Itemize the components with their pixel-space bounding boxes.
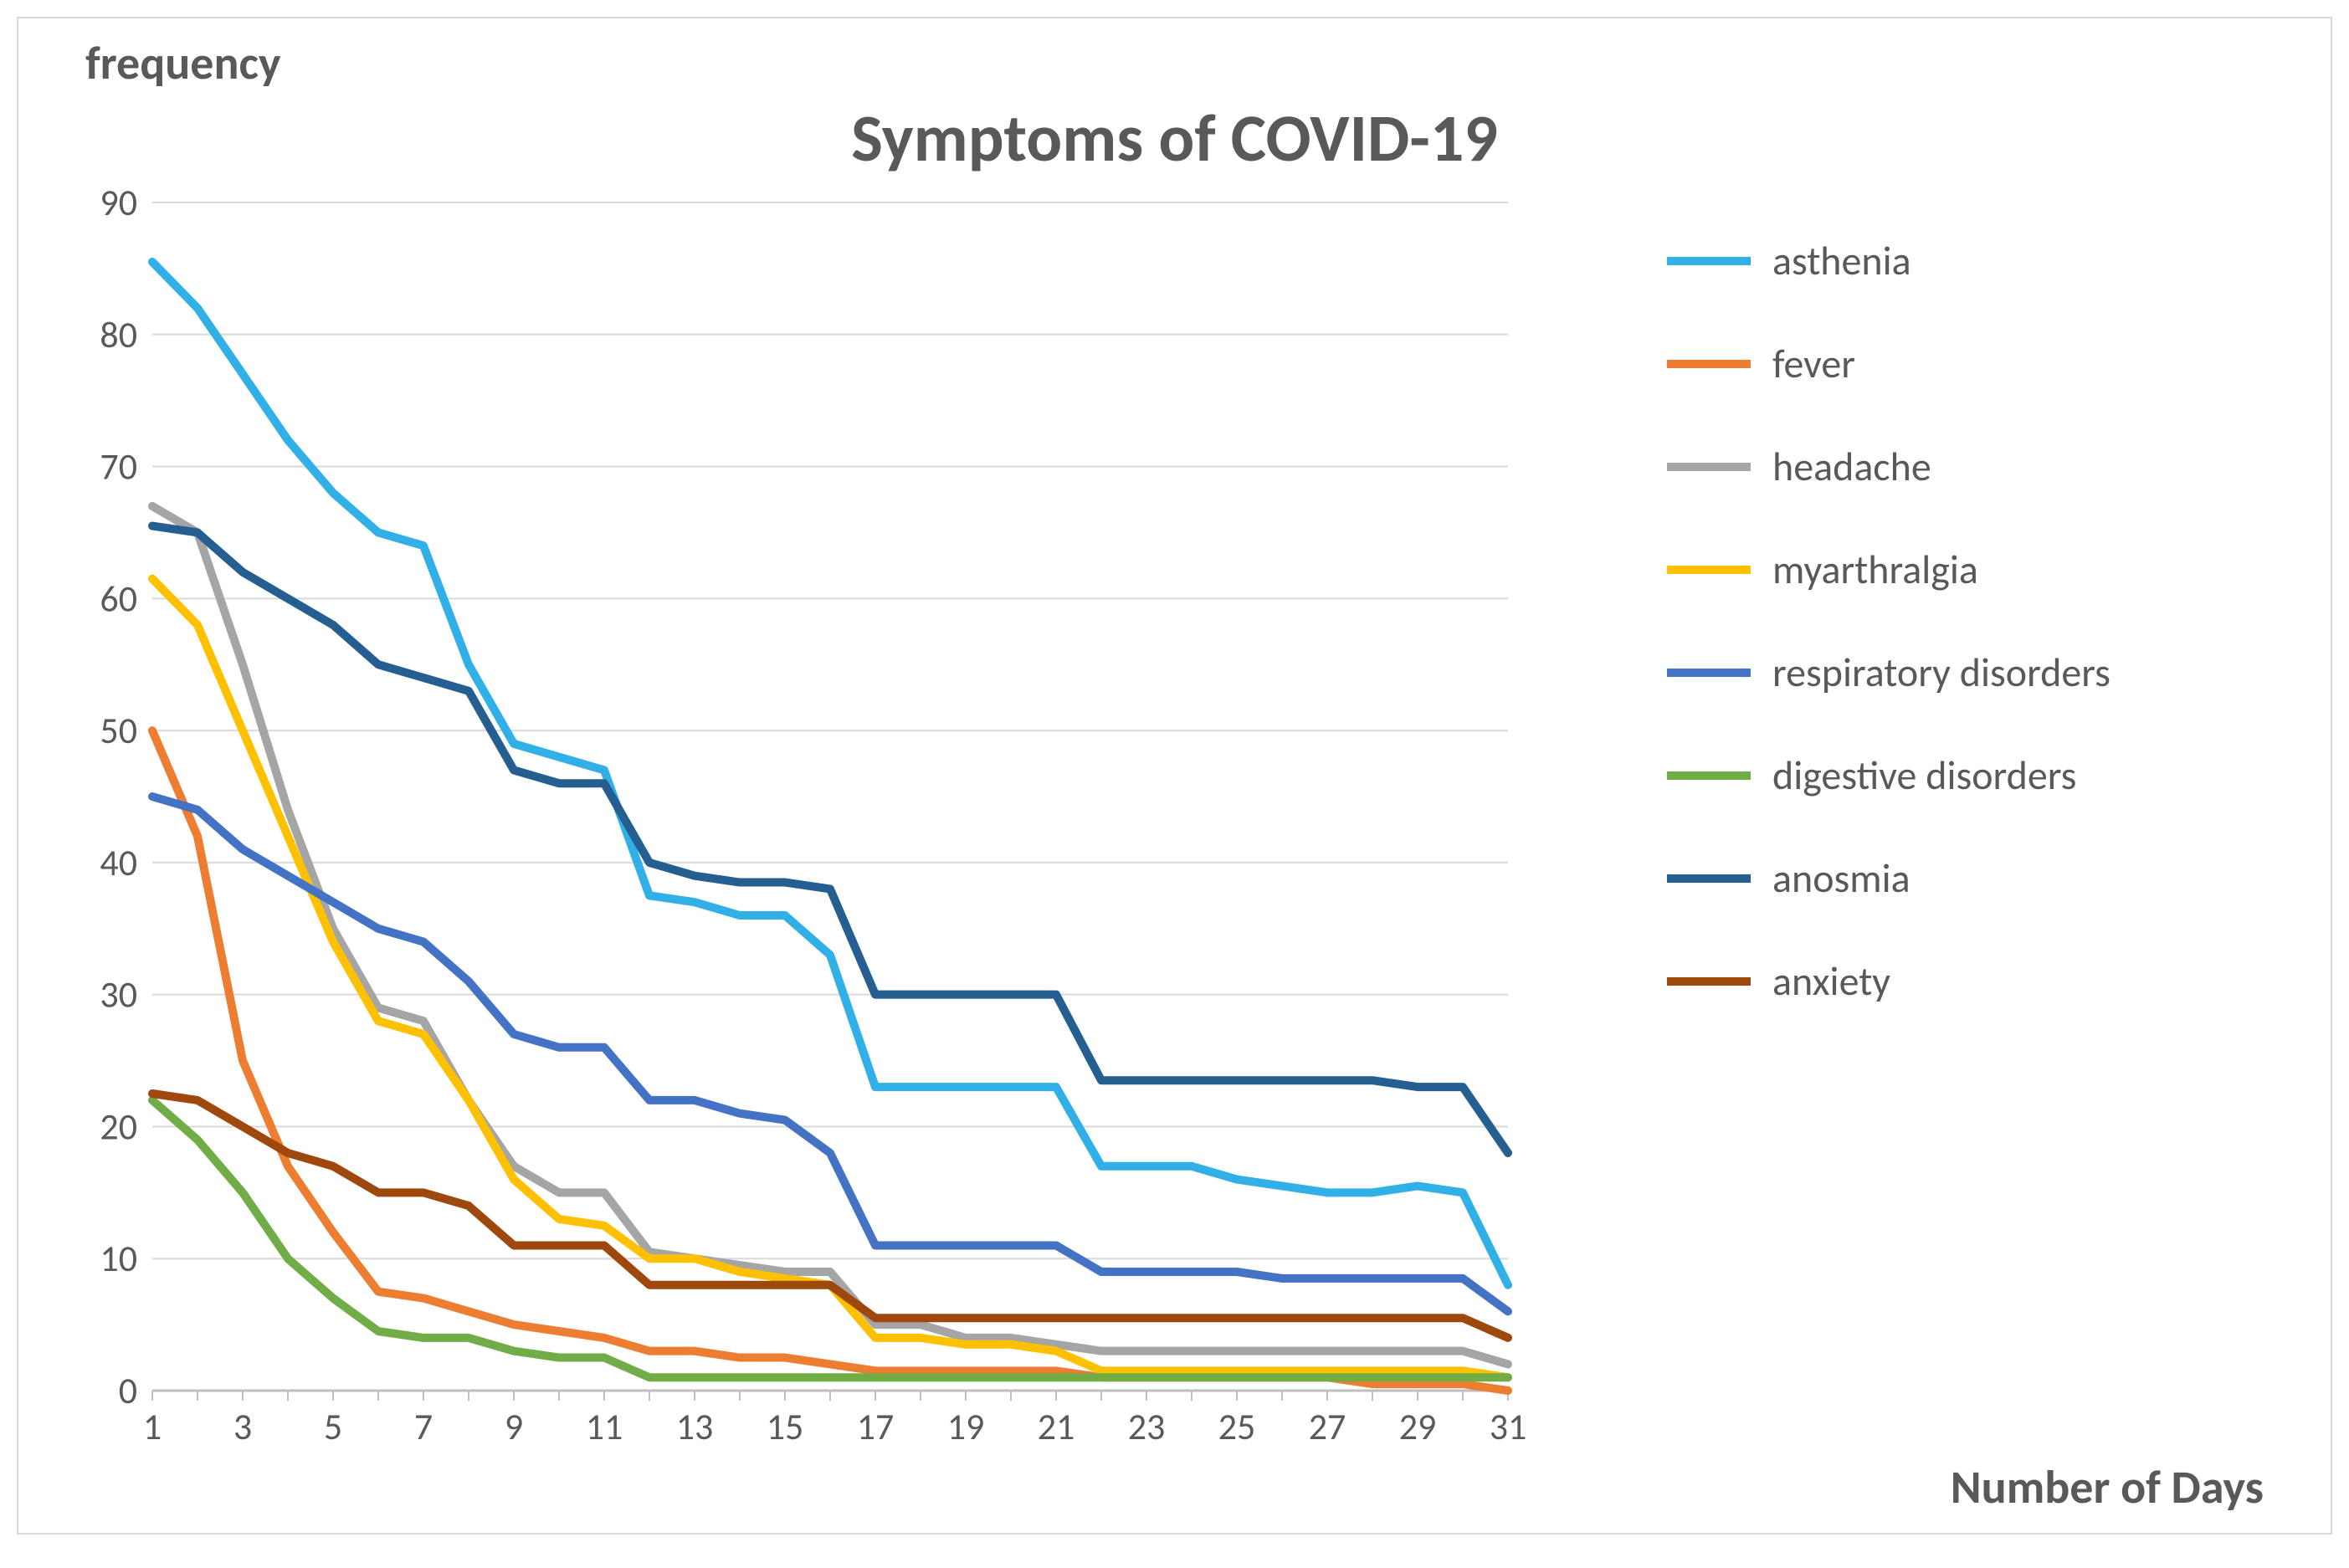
chart-svg: 0102030405060708090135791113151719212325… — [136, 202, 1508, 1458]
x-tick-label: 31 — [1490, 1404, 1527, 1449]
legend-swatch — [1667, 669, 1751, 677]
plot-area: 0102030405060708090135791113151719212325… — [136, 202, 1508, 1391]
legend-label: asthenia — [1772, 236, 1911, 285]
legend-item: myarthralgia — [1667, 545, 2286, 594]
x-tick-label: 25 — [1218, 1404, 1256, 1449]
legend-swatch — [1667, 360, 1751, 368]
legend-item: headache — [1667, 442, 2286, 491]
legend-label: anosmia — [1772, 853, 1910, 903]
legend-swatch — [1667, 566, 1751, 574]
x-tick-label: 13 — [676, 1404, 714, 1449]
x-tick-label: 5 — [324, 1404, 342, 1449]
legend-swatch — [1667, 257, 1751, 265]
legend-swatch — [1667, 771, 1751, 780]
x-tick-label: 27 — [1309, 1404, 1346, 1449]
legend-item: anosmia — [1667, 853, 2286, 903]
legend-swatch — [1667, 874, 1751, 883]
series-line-fever — [152, 730, 1508, 1391]
y-axis-title: frequency — [85, 35, 281, 92]
x-tick-label: 15 — [767, 1404, 804, 1449]
y-tick-label: 20 — [100, 1104, 137, 1149]
legend-item: digestive disorders — [1667, 751, 2286, 800]
x-tick-label: 3 — [233, 1404, 252, 1449]
y-tick-label: 70 — [100, 444, 137, 489]
series-line-anxiety — [152, 1094, 1508, 1338]
legend-label: anxiety — [1772, 956, 1890, 1006]
x-tick-label: 23 — [1128, 1404, 1166, 1449]
legend-label: digestive disorders — [1772, 751, 2076, 800]
y-tick-label: 40 — [100, 840, 137, 885]
x-tick-label: 29 — [1399, 1404, 1437, 1449]
page-root: frequency Symptoms of COVID-19 Number of… — [0, 17, 2349, 1568]
x-tick-label: 11 — [586, 1404, 623, 1449]
legend: asthenia fever headache myarthralgia respira… — [1667, 236, 2286, 1059]
legend-label: respiratory disorders — [1772, 648, 2111, 697]
y-tick-label: 50 — [100, 708, 137, 753]
chart-title: Symptoms of COVID-19 — [18, 98, 2331, 179]
legend-item: asthenia — [1667, 236, 2286, 285]
legend-item: anxiety — [1667, 956, 2286, 1006]
legend-swatch — [1667, 463, 1751, 471]
y-tick-label: 10 — [100, 1236, 137, 1281]
x-tick-label: 17 — [857, 1404, 895, 1449]
y-tick-label: 80 — [100, 312, 137, 357]
x-tick-label: 9 — [505, 1404, 523, 1449]
y-tick-label: 30 — [100, 972, 137, 1017]
chart-frame: frequency Symptoms of COVID-19 Number of… — [17, 17, 2332, 1535]
series-line-anosmia — [152, 526, 1508, 1153]
x-tick-label: 21 — [1038, 1404, 1075, 1449]
series-line-respiratory-disorders — [152, 797, 1508, 1311]
series-line-digestive-disorders — [152, 1100, 1508, 1377]
legend-label: fever — [1772, 339, 1855, 388]
y-tick-label: 60 — [100, 576, 137, 621]
x-tick-label: 1 — [143, 1404, 162, 1449]
legend-label: myarthralgia — [1772, 545, 1978, 594]
legend-item: fever — [1667, 339, 2286, 388]
legend-label: headache — [1772, 442, 1931, 491]
x-axis-title: Number of Days — [1951, 1459, 2264, 1516]
y-tick-label: 0 — [119, 1368, 137, 1413]
series-line-headache — [152, 506, 1508, 1365]
x-tick-label: 7 — [414, 1404, 433, 1449]
series-line-asthenia — [152, 262, 1508, 1285]
legend-swatch — [1667, 977, 1751, 986]
y-tick-label: 90 — [100, 180, 137, 225]
x-tick-label: 19 — [947, 1404, 985, 1449]
legend-item: respiratory disorders — [1667, 648, 2286, 697]
